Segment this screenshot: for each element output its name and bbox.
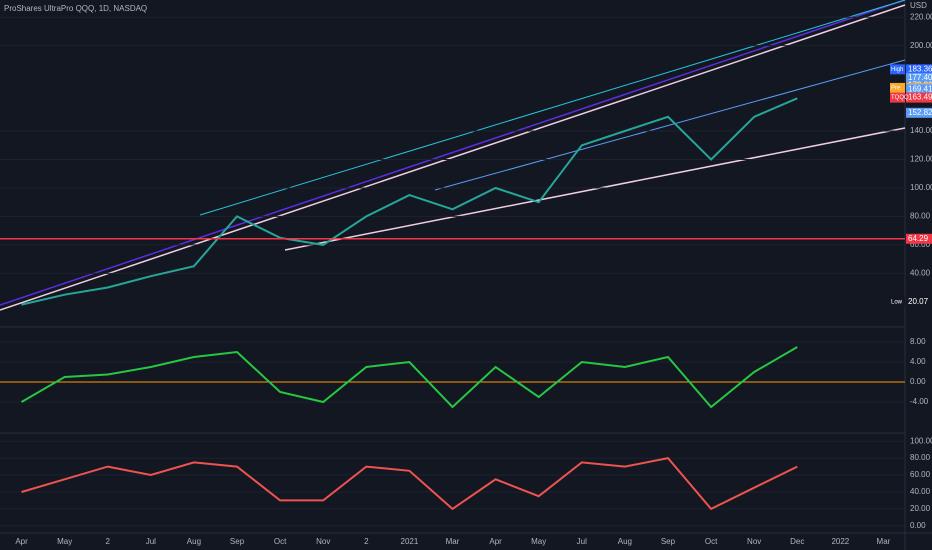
x-tick-label: May <box>57 537 72 546</box>
marker-name-box <box>890 296 905 307</box>
price-marker <box>906 64 932 75</box>
x-tick-label: Apr <box>15 537 28 546</box>
price-marker-label: 169.41 <box>908 84 932 93</box>
y-tick-label: 140.00 <box>910 126 932 135</box>
x-tick-label: Oct <box>274 537 287 546</box>
x-tick-label: Aug <box>187 537 201 546</box>
price-marker-label: 163.49 <box>908 93 932 102</box>
price-marker <box>906 233 932 244</box>
y-tick-label: 100.00 <box>910 436 932 445</box>
marker-name: Pre <box>891 86 901 92</box>
price-marker <box>906 84 932 95</box>
price-marker-label: 64.29 <box>908 234 929 243</box>
x-tick-label: Mar <box>446 537 460 546</box>
y-tick-label: 80.00 <box>910 453 931 462</box>
y-tick-label: 4.00 <box>910 357 926 366</box>
trend-line <box>434 59 906 191</box>
y-tick-label: 220.00 <box>910 12 932 21</box>
price-marker <box>906 92 932 103</box>
x-tick-label: 2 <box>364 537 369 546</box>
marker-name-box <box>890 82 905 93</box>
x-tick-label: Aug <box>618 537 632 546</box>
y-tick-label: 0.00 <box>910 377 926 386</box>
y-tick-label: 120.00 <box>910 155 932 164</box>
y-tick-label: -4.00 <box>910 397 929 406</box>
price-marker <box>906 296 932 307</box>
y-tick-label: 60.00 <box>910 240 931 249</box>
x-tick-label: 2 <box>106 537 111 546</box>
marker-name: High <box>891 67 903 73</box>
x-tick-label: May <box>531 537 546 546</box>
y-tick-label: 200.00 <box>910 41 932 50</box>
x-tick-label: Apr <box>489 537 502 546</box>
series-line <box>21 457 798 511</box>
marker-name-box <box>890 64 905 75</box>
x-tick-label: Sep <box>661 537 676 546</box>
price-marker <box>906 72 932 83</box>
marker-name: Low <box>891 299 903 305</box>
price-marker <box>906 107 932 118</box>
y-tick-label: 100.00 <box>910 183 932 192</box>
trend-line <box>0 4 906 311</box>
price-marker-label: 183.36 <box>908 64 932 73</box>
y-tick-label: 20.00 <box>910 504 931 513</box>
x-tick-label: Oct <box>705 537 718 546</box>
x-tick-label: Sep <box>230 537 245 546</box>
x-tick-label: Dec <box>790 537 804 546</box>
price-marker-label: 152.82 <box>908 108 932 117</box>
trend-line <box>199 0 906 216</box>
x-tick-label: 2021 <box>401 537 419 546</box>
series-line <box>21 97 798 306</box>
x-tick-label: Nov <box>316 537 330 546</box>
marker-name: TQQQ <box>891 95 909 101</box>
chart-title: ProShares UltraPro QQQ, 1D, NASDAQ <box>4 4 147 13</box>
y-tick-label: 40.00 <box>910 487 931 496</box>
price-marker-label: 20.07 <box>908 297 929 306</box>
unit-label: USD <box>910 1 927 10</box>
y-tick-label: 60.00 <box>910 470 931 479</box>
y-tick-label: 40.00 <box>910 268 931 277</box>
x-tick-label: Nov <box>747 537 761 546</box>
x-tick-label: Jul <box>577 537 587 546</box>
series-line <box>20 346 798 409</box>
y-tick-label: 80.00 <box>910 212 931 221</box>
x-tick-label: Mar <box>877 537 891 546</box>
y-tick-label: 0.00 <box>910 521 926 530</box>
trend-line <box>0 0 906 306</box>
price-marker-label: 177.40 <box>908 73 932 82</box>
x-tick-label: Jul <box>146 537 156 546</box>
y-tick-label: 8.00 <box>910 337 926 346</box>
marker-name-box <box>890 92 905 103</box>
x-tick-label: 2022 <box>831 537 849 546</box>
trend-line <box>284 127 906 251</box>
